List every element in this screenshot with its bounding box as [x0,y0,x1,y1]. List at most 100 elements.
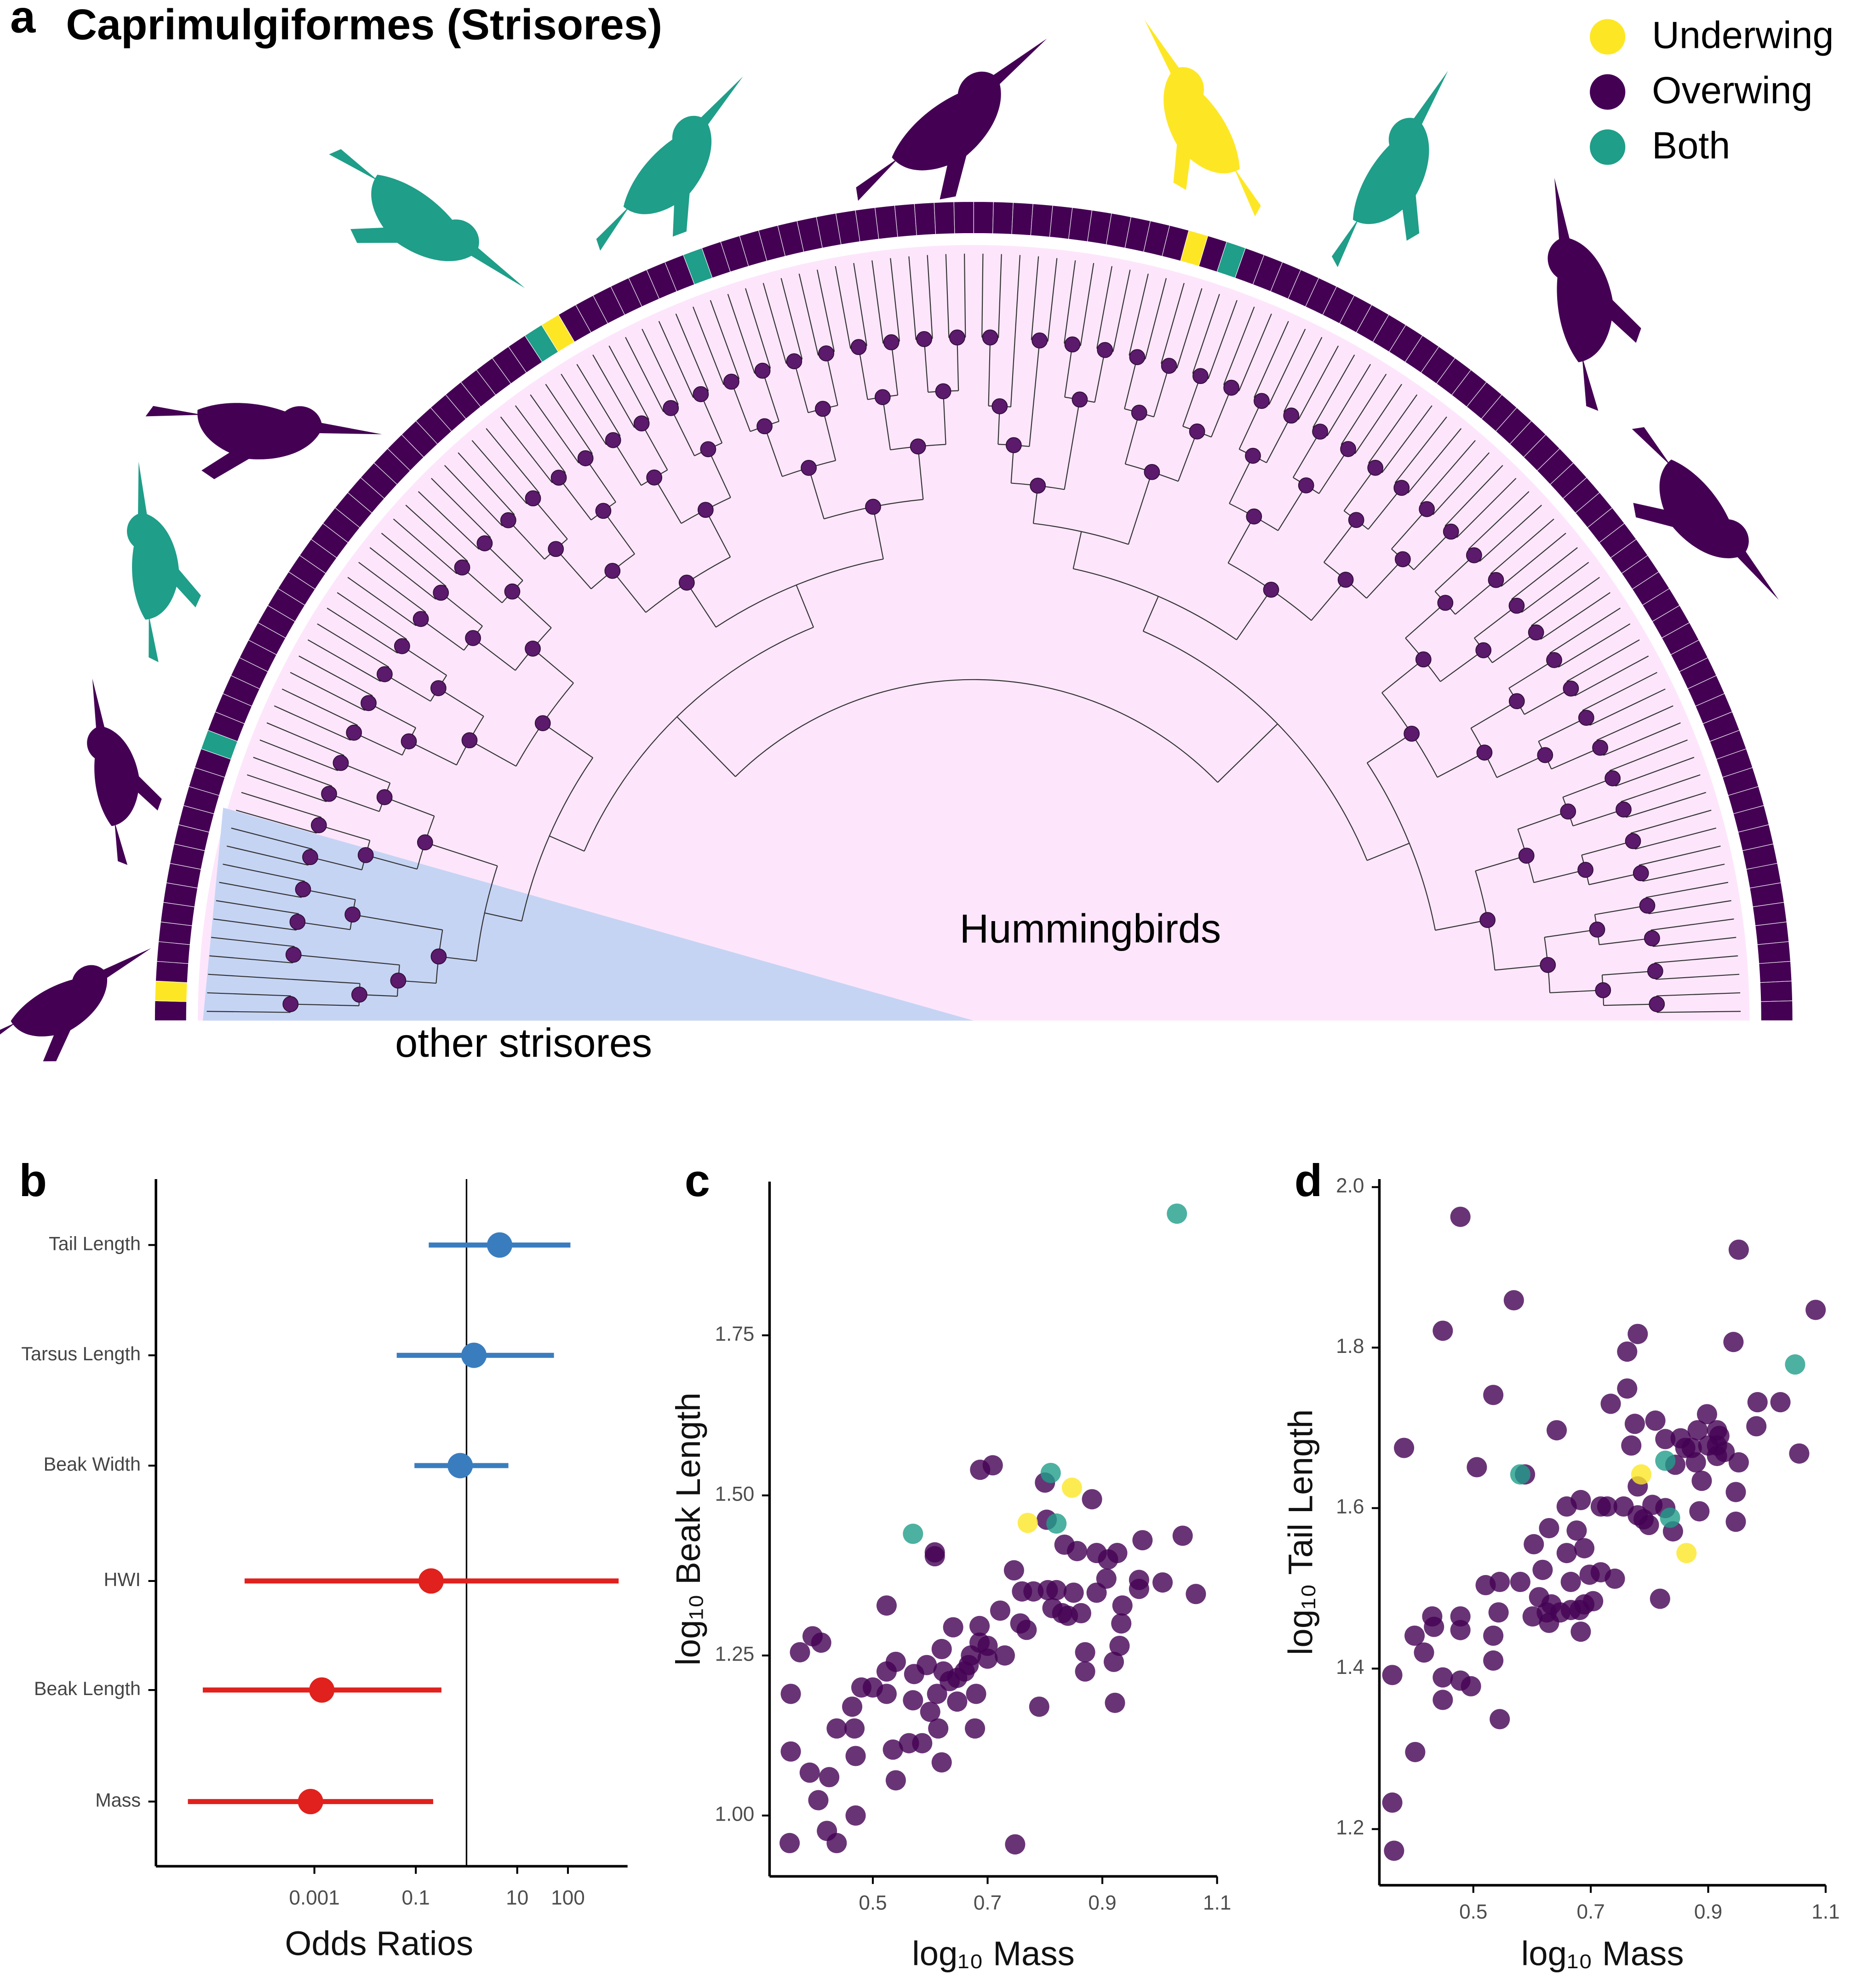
branch [1145,278,1167,360]
branch [592,355,635,428]
branch [1470,700,1517,729]
x-tick-label: 0.1 [402,1887,430,1909]
y-tick-label: 1.6 [1336,1495,1364,1518]
point [780,1741,801,1762]
branch [211,937,295,947]
branch [1558,623,1631,668]
branch [981,253,984,338]
branch [231,827,313,850]
branch [1278,485,1307,531]
branch [236,809,317,834]
y-tick-label: Tail Length [49,1233,141,1254]
branch [444,465,503,527]
node [604,563,621,579]
branch [208,974,360,984]
branch [998,254,1002,338]
point [947,1691,968,1712]
point [1061,1478,1082,1498]
branch [882,397,891,450]
branch [1540,592,1610,640]
branch [337,592,407,640]
branch [1094,349,1106,402]
branch [259,739,338,771]
branch [420,619,464,651]
x-tick-label: 1.1 [1811,1901,1840,1923]
legend-label: Underwing [1652,14,1834,57]
branch [1615,756,1695,787]
point [977,1648,998,1669]
x-axis-label: log₁₀ Mass [1521,1935,1684,1973]
branch [1511,547,1578,600]
node [285,946,302,963]
branch [1129,274,1149,355]
branch [1407,428,1462,493]
node [1589,922,1605,938]
node [1437,595,1454,611]
node [1560,803,1576,819]
node [1508,693,1525,710]
point [1046,1513,1067,1534]
branch [307,639,381,682]
point [927,1684,947,1704]
point [943,1617,963,1638]
y-tick-label: Beak Width [44,1454,141,1475]
estimate [487,1232,513,1258]
node [548,541,564,557]
branch [653,477,682,524]
node [1633,865,1649,882]
point [1617,1341,1638,1362]
node [1595,982,1611,998]
point [1650,1588,1670,1609]
branch [1312,355,1355,428]
y-tick-label: 1.4 [1336,1656,1364,1679]
node [465,630,481,646]
estimate [418,1568,444,1594]
branch [246,774,327,802]
branch [1124,412,1140,464]
node [1032,332,1048,349]
panel-letter: c [685,1155,710,1206]
branch [853,263,867,346]
branch [352,914,443,931]
branch [1435,919,1488,931]
branch [762,283,787,364]
branch [1653,937,1736,947]
point [1655,1450,1676,1471]
panel-letter: b [19,1155,47,1206]
branch [1381,405,1433,473]
point [1450,1620,1471,1640]
node [1415,651,1432,668]
point [842,1696,863,1717]
point [1628,1323,1648,1344]
node [1245,447,1261,464]
branch [471,440,527,504]
node [818,345,834,361]
branch [1064,260,1076,344]
branch [727,294,756,374]
point [1490,1571,1510,1593]
branch [816,269,835,352]
branch [558,477,592,521]
point [1746,1416,1767,1437]
point [1714,1442,1735,1462]
branch [686,582,716,628]
bird-silhouette [0,948,151,1061]
point [885,1770,906,1791]
branch [762,370,779,422]
point [1433,1690,1453,1710]
node [910,438,926,455]
branch [206,1011,291,1013]
branch [908,256,917,340]
branch [1064,399,1081,490]
branch [508,520,545,560]
node [500,512,516,528]
point [1129,1570,1149,1590]
branch [1603,1003,1657,1006]
branch [1434,555,1475,592]
branch [890,258,900,342]
panel-title: Caprimulgiformes (Strisores) [66,0,662,49]
point [1405,1742,1426,1762]
branch [798,274,819,355]
y-tick-label: 1.50 [715,1483,754,1505]
